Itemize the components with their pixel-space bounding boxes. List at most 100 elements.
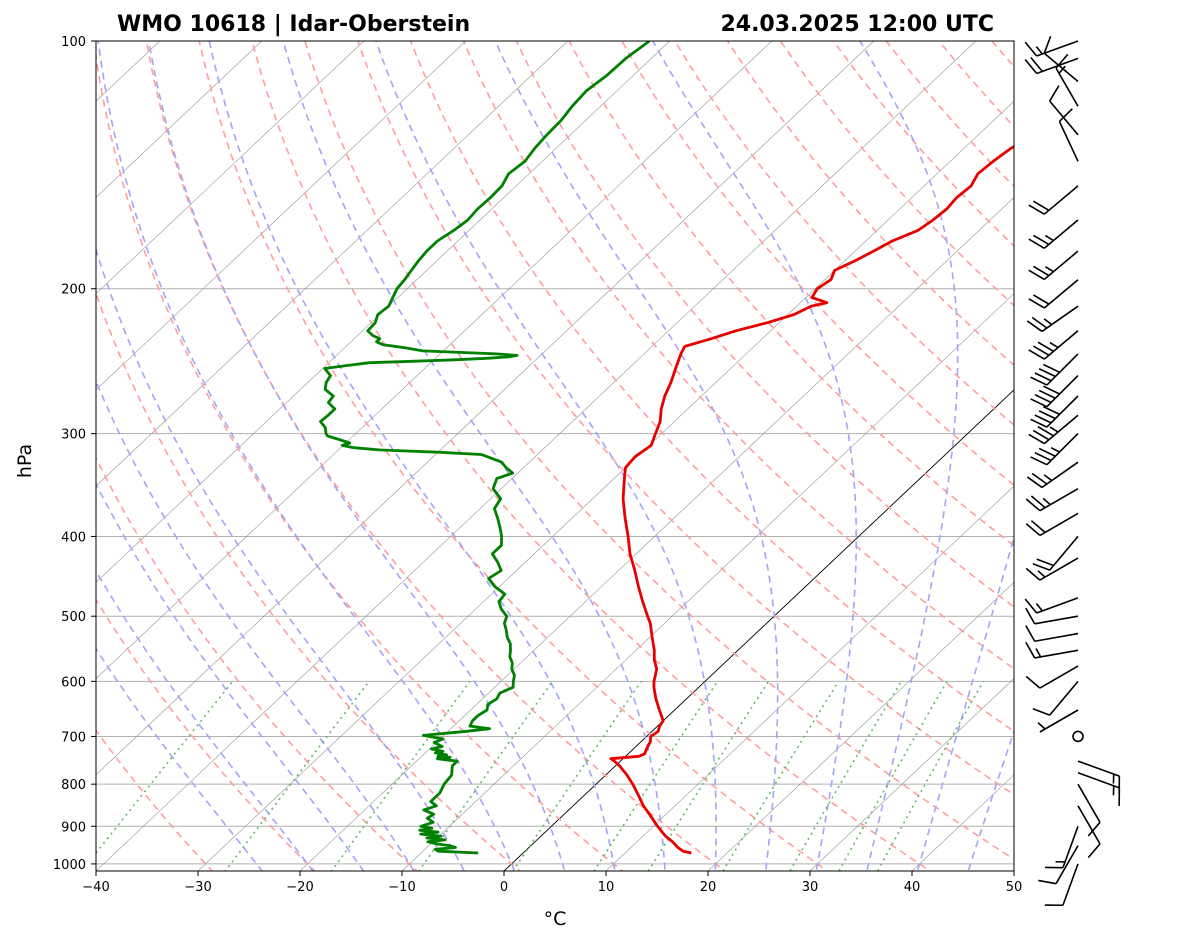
dry-adiabat-line bbox=[304, 41, 1014, 861]
moist-adiabat-line bbox=[916, 534, 1014, 871]
dry-adiabat-line bbox=[96, 291, 522, 871]
mixing-ratio-line bbox=[789, 680, 902, 871]
moist-adiabat-line bbox=[494, 41, 779, 871]
temperature-profile-line bbox=[609, 144, 1014, 855]
wind-barb bbox=[1030, 375, 1079, 408]
moist-adiabat-line bbox=[859, 41, 959, 871]
mixing-ratio-line bbox=[876, 681, 984, 871]
wind-barb bbox=[1028, 219, 1079, 249]
x-tick-label: −20 bbox=[286, 880, 313, 895]
y-tick-label: 600 bbox=[61, 675, 86, 690]
wind-barb bbox=[1025, 557, 1079, 581]
background-lines bbox=[96, 41, 1014, 871]
wind-barb bbox=[1030, 395, 1079, 428]
title-datetime: 24.03.2025 12:00 UTC bbox=[720, 12, 994, 37]
mixing-ratio-line bbox=[593, 680, 719, 871]
moist-adiabat-line bbox=[96, 379, 415, 871]
wind-barb bbox=[1025, 607, 1079, 625]
y-tick-label: 200 bbox=[61, 283, 86, 298]
isotherm-line bbox=[605, 485, 1014, 871]
wind-barb bbox=[1037, 709, 1079, 733]
mixing-ratio-line bbox=[722, 680, 840, 871]
x-tick-label: −40 bbox=[82, 880, 109, 895]
x-tick-label: 50 bbox=[1006, 880, 1023, 895]
dry-adiabat-line bbox=[251, 41, 932, 871]
wind-barb bbox=[1026, 461, 1079, 489]
moist-adiabat-line bbox=[967, 728, 1014, 871]
dry-adiabat-line bbox=[462, 41, 1014, 670]
x-tick-label: 0 bbox=[500, 880, 508, 895]
y-tick-label: 700 bbox=[61, 730, 86, 745]
wind-barb bbox=[1024, 40, 1079, 57]
moist-adiabat-line bbox=[282, 41, 666, 871]
y-tick-label: 1000 bbox=[53, 858, 86, 873]
isotherm-line bbox=[96, 41, 569, 487]
x-tick-label: 10 bbox=[598, 880, 615, 895]
sounding-profiles bbox=[319, 41, 1014, 855]
dry-adiabat-line bbox=[673, 41, 1014, 426]
wind-barb bbox=[1077, 805, 1101, 859]
wind-barb bbox=[1049, 85, 1079, 136]
wind-barb bbox=[1028, 279, 1079, 309]
wind-barb bbox=[1028, 250, 1079, 281]
mixing-ratio-line bbox=[512, 680, 642, 871]
wind-barb bbox=[1025, 641, 1079, 659]
x-axis-label: °C bbox=[544, 908, 567, 930]
wind-barb bbox=[1025, 488, 1079, 512]
y-tick-label: 400 bbox=[61, 530, 86, 545]
wind-barb bbox=[1028, 414, 1079, 445]
wind-barb bbox=[1032, 535, 1079, 571]
dry-adiabat-line bbox=[409, 41, 1014, 733]
wind-barb bbox=[1043, 36, 1079, 83]
plot-frame bbox=[95, 40, 1015, 872]
dry-adiabat-line bbox=[198, 41, 829, 871]
moist-adiabat-line bbox=[96, 482, 365, 871]
wind-barb bbox=[1024, 597, 1079, 614]
wind-barb-calm bbox=[1072, 730, 1084, 743]
wind-barb bbox=[1028, 185, 1079, 215]
title-station: WMO 10618 | Idar-Oberstein bbox=[117, 12, 470, 37]
isotherm-line bbox=[707, 581, 1014, 871]
wind-barb bbox=[1026, 305, 1079, 333]
x-tick-label: −10 bbox=[388, 880, 415, 895]
wind-barb bbox=[1038, 845, 1079, 885]
mixing-ratio-line bbox=[418, 680, 554, 871]
wind-barb bbox=[1030, 353, 1079, 386]
y-axis-ticks: 1000 900 800 700 600 500 400 300 200 100 bbox=[53, 35, 96, 873]
isotherm-line bbox=[503, 389, 1014, 871]
dry-adiabat-line bbox=[620, 41, 1014, 487]
isotherm-line bbox=[96, 41, 773, 679]
mixing-ratio-line bbox=[96, 680, 234, 855]
moist-adiabat-line bbox=[652, 41, 858, 871]
dewpoint-profile-line bbox=[319, 41, 651, 855]
dry-adiabat-line bbox=[356, 41, 1014, 796]
dry-adiabat-line bbox=[515, 41, 1014, 608]
moist-adiabat-line bbox=[96, 569, 314, 871]
moist-adiabat-line bbox=[208, 41, 616, 871]
isotherm-line bbox=[96, 41, 263, 198]
moist-adiabat-line bbox=[96, 647, 264, 871]
wind-barb bbox=[1025, 625, 1079, 643]
mixing-ratio-line bbox=[838, 680, 948, 871]
y-tick-label: 800 bbox=[61, 778, 86, 793]
wind-barb bbox=[1044, 863, 1079, 907]
isotherm-line bbox=[401, 293, 1014, 871]
y-tick-label: 300 bbox=[61, 428, 86, 443]
wind-barb bbox=[1077, 760, 1121, 795]
wind-barb bbox=[1032, 680, 1079, 716]
moist-adiabat-line bbox=[375, 41, 717, 871]
mixing-ratio-line bbox=[647, 680, 770, 871]
isotherm-line bbox=[96, 41, 977, 871]
mixing-ratio-line bbox=[224, 680, 370, 871]
moist-adiabat-line bbox=[96, 246, 466, 871]
wind-barb bbox=[1030, 433, 1079, 466]
isotherm-line bbox=[96, 41, 875, 776]
y-tick-label: 900 bbox=[61, 820, 86, 835]
isotherm-line bbox=[96, 41, 467, 391]
isotherm-line bbox=[96, 41, 365, 295]
wind-barb bbox=[1077, 783, 1101, 837]
x-tick-label: 40 bbox=[904, 880, 921, 895]
x-tick-label: 20 bbox=[700, 880, 717, 895]
wind-barb bbox=[1024, 56, 1079, 75]
